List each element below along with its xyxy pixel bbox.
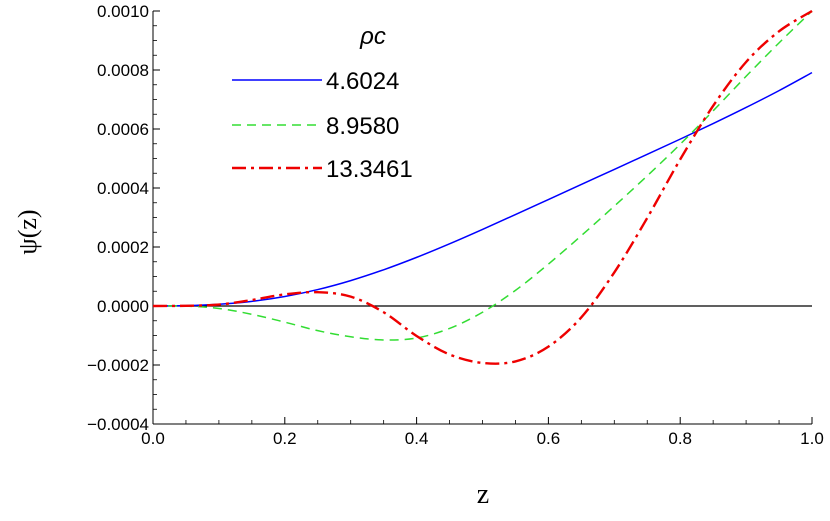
x-tick-label: 1.0 [800,429,824,448]
series-line-3 [152,9,813,365]
legend-label-1: 4.6024 [326,68,399,95]
legend: ρc 4.6024 8.9580 13.3461 [232,23,413,183]
y-tick-label: 0.0010 [97,2,149,21]
legend-label-3: 13.3461 [326,156,413,183]
plot-area [152,9,813,365]
x-tick-label: 0.0 [141,429,165,448]
series-line-1 [152,71,813,307]
y-axis-label: ψ(z) [13,209,42,254]
y-tick-label: 0.0002 [97,238,149,257]
legend-label-2: 8.9580 [326,113,399,140]
axes-frame [152,11,812,425]
y-tick-label: 0.0006 [97,120,149,139]
axis-ticks: 0.0 0.2 0.4 0.6 0.8 1.0 −0.0004 −0.0002 0.0000 0.… [87,2,824,448]
x-tick-label: 0.2 [273,429,297,448]
x-tick-label: 0.4 [405,429,429,448]
y-tick-label: −0.0004 [87,415,149,434]
y-tick-label: 0.0000 [97,297,149,316]
x-axis-label: z [477,479,489,510]
legend-title: ρc [359,23,386,50]
x-tick-label: 0.6 [537,429,561,448]
y-tick-label: −0.0002 [87,356,149,375]
y-tick-label: 0.0008 [97,61,149,80]
y-tick-label: 0.0004 [97,179,149,198]
series-line-2 [152,10,813,341]
x-tick-label: 0.8 [668,429,692,448]
